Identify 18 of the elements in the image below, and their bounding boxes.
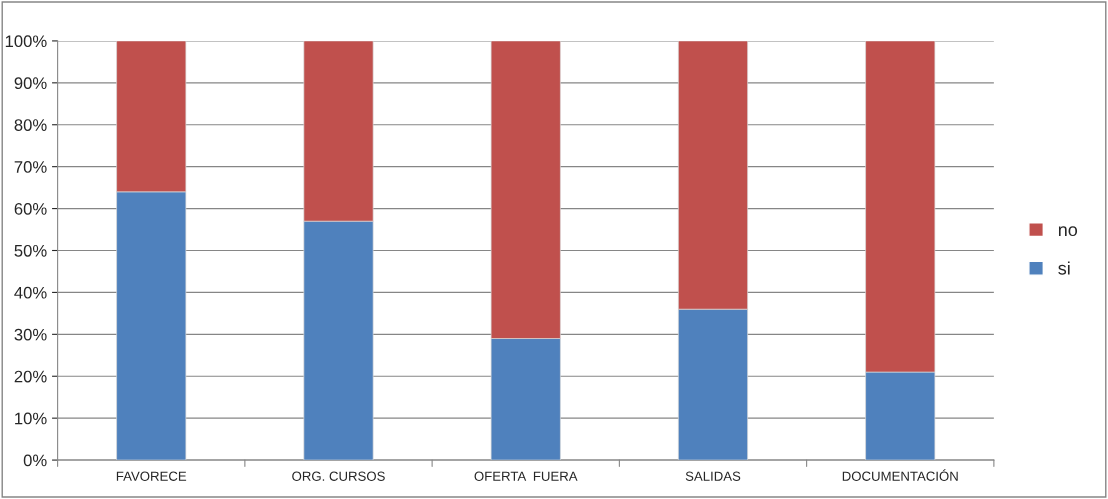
legend-label: no [1058, 226, 1078, 237]
y-tick-label: 50% [14, 244, 47, 257]
y-tick-label: 30% [14, 328, 47, 341]
y-tick-label: 20% [14, 370, 47, 383]
x-tick-label: DOCUMENTACIÓN [842, 469, 958, 481]
y-tick-label: 90% [14, 77, 47, 90]
x-tick-label: SALIDAS [685, 471, 741, 481]
y-tick-label: 100% [5, 35, 47, 48]
y-tick-label: 0% [23, 454, 47, 467]
x-tick-label: OFERTA FUERA [474, 471, 578, 481]
x-tick-label: ORG. CURSOS [292, 471, 385, 481]
y-tick-label: 40% [14, 286, 47, 299]
legend-label: si [1058, 261, 1070, 275]
y-tick-label: 70% [14, 161, 47, 173]
y-tick-label: 10% [15, 412, 47, 425]
y-tick-label: 60% [14, 202, 47, 215]
y-tick-label: 80% [14, 119, 47, 131]
x-tick-label: FAVORECE [116, 471, 187, 481]
